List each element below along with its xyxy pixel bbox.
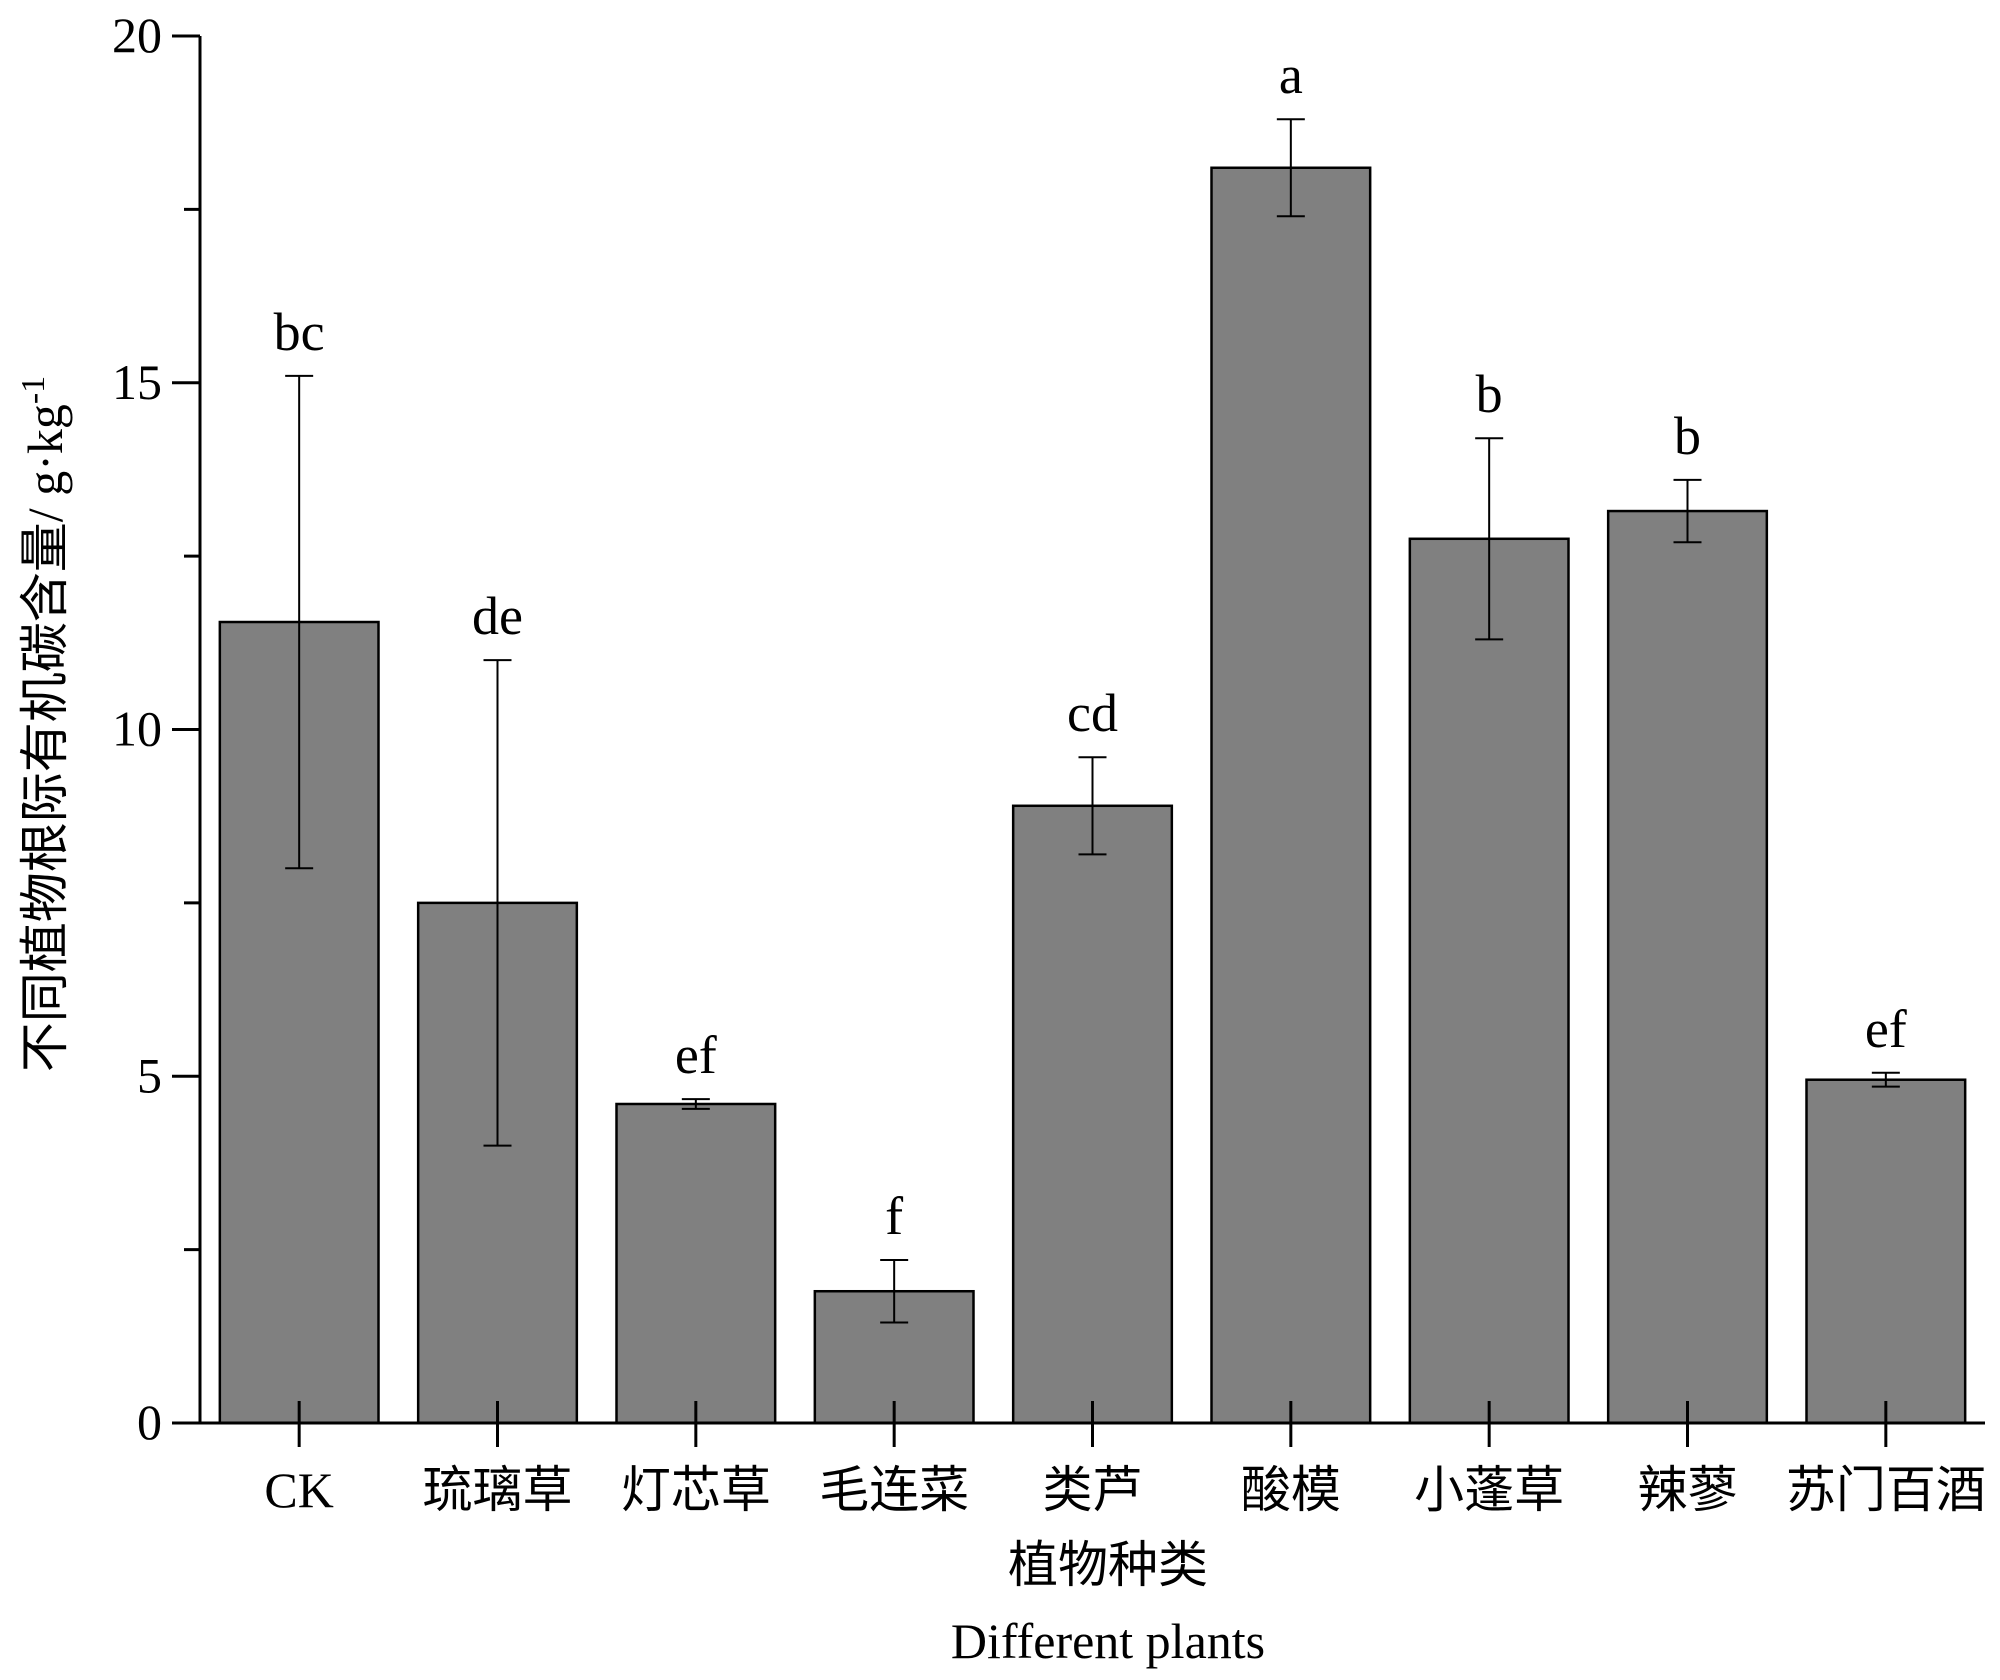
x-category-label-9: 苏门百酒 [1786,1462,1986,1518]
x-axis-title: 植物种类 [1008,1537,1208,1593]
y-tick-label: 10 [112,701,162,757]
y-tick-label: 20 [112,7,162,63]
x-category-label-8: 辣蓼 [1638,1462,1738,1518]
significance-label-8: b [1674,406,1701,466]
y-axis-title-superscript: -1 [15,376,52,404]
bar-3 [615,1102,777,1425]
x-category-label-2: 琉璃草 [423,1462,573,1518]
x-category-label-5: 类芦 [1043,1462,1143,1518]
significance-label-6: a [1279,45,1303,105]
significance-label-3: ef [675,1025,717,1085]
y-tick-label: 5 [137,1047,162,1103]
significance-label-5: cd [1067,683,1118,743]
x-category-label-7: 小蓬草 [1414,1462,1564,1518]
y-axis-title-main: 不同植物根际有机碳含量/ g·kg [17,404,73,1072]
x-axis-title-english: Different plants [951,1613,1265,1669]
x-category-label-3: 灯芯草 [621,1462,771,1518]
significance-label-7: b [1476,364,1503,424]
bar-8 [1606,509,1769,1425]
bar-5 [1011,804,1174,1425]
bar-7 [1408,537,1570,1425]
x-category-labels-group: CK 琉璃草 灯芯草 毛连菜 类芦 酸模 小蓬草 辣蓼 苏门百酒 [264,1462,1985,1518]
y-tick-label: 15 [112,354,162,410]
bar-9 [1805,1078,1967,1425]
error-bars-group [285,118,1900,1324]
significance-label-2: de [472,586,523,646]
x-category-label-1: CK [264,1462,333,1518]
y-axis-title: 不同植物根际有机碳含量/ g·kg-1 [15,376,74,1072]
y-tick-label: 0 [137,1394,162,1450]
x-ticks-group [297,1401,1888,1447]
x-category-label-4: 毛连菜 [819,1462,969,1518]
significance-label-9: ef [1865,999,1907,1059]
bars-group [218,166,1967,1425]
significance-label-4: f [885,1186,903,1246]
x-category-label-6: 酸模 [1241,1462,1341,1518]
bar-6 [1210,166,1372,1425]
significance-labels-group: bc de ef f cd a b b ef [274,45,1907,1246]
y-ticks-group: 0 5 10 15 20 [112,7,200,1450]
significance-label-1: bc [274,302,325,362]
